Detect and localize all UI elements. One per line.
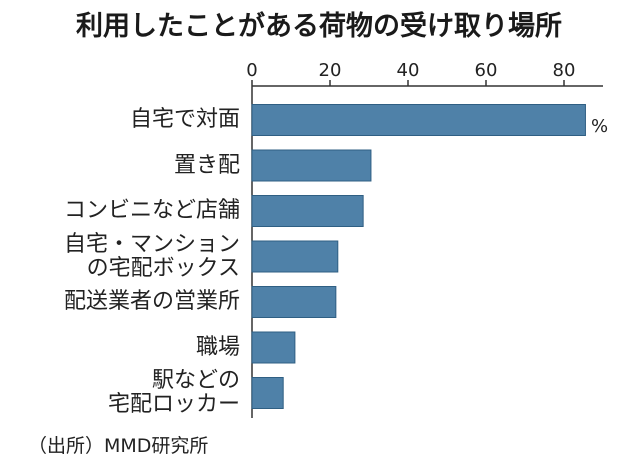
bar: [251, 195, 364, 227]
x-tick-label: 60: [474, 60, 498, 81]
x-tick-label: 40: [396, 60, 420, 81]
bar: [251, 377, 284, 409]
category-label: 駅などの 宅配ロッカー: [107, 368, 240, 417]
category-label: 職場: [195, 334, 240, 360]
bar: [251, 149, 372, 182]
category-label: 自宅で対面: [129, 107, 240, 132]
category-label: 配送業者の営業所: [63, 289, 240, 314]
category-label: コンビニなど店舗: [63, 198, 240, 223]
bar: [251, 286, 337, 318]
bar: [251, 331, 296, 364]
chart-title: 利用したことがある荷物の受け取り場所: [76, 11, 562, 42]
bar: [251, 104, 586, 136]
category-label: 置き配: [173, 152, 240, 178]
bar: [251, 240, 339, 273]
x-tick-label: 0: [246, 60, 258, 81]
x-tick-label: 20: [318, 60, 342, 81]
x-tick-label: 80: [552, 60, 576, 81]
unit-label: %: [591, 116, 609, 137]
category-label: 自宅・マンション の宅配ボックス: [63, 231, 240, 281]
source-note: （出所）MMD研究所: [28, 435, 209, 457]
